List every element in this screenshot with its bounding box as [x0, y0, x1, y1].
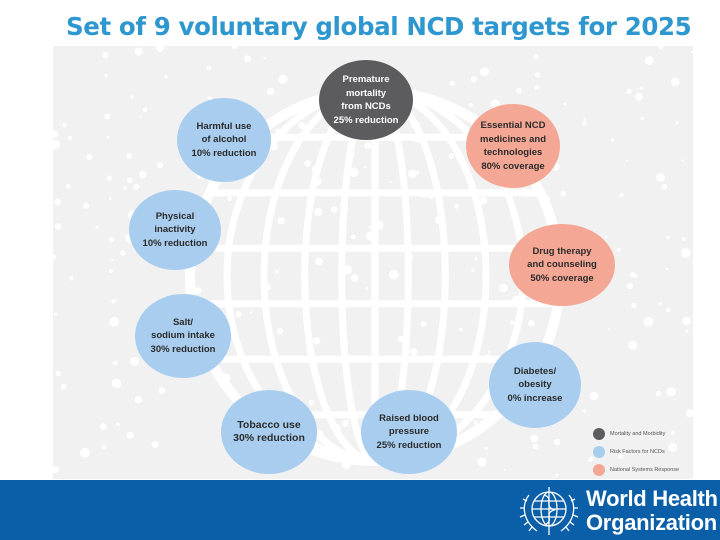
target-line: Raised blood	[379, 412, 439, 424]
legend-swatch	[593, 464, 605, 476]
legend: Mortality and Morbidity Risk Factors for…	[593, 425, 679, 479]
target-line: 0% increase	[507, 392, 563, 404]
who-logo-text: World Health Organization	[586, 487, 718, 535]
who-emblem-icon	[519, 487, 579, 535]
target-tobacco-use: Tobacco use 30% reduction	[221, 390, 317, 474]
target-physical-inactivity: Physical inactivity 10% reduction	[129, 190, 221, 270]
target-line: Harmful use	[196, 120, 252, 132]
target-line: mortality	[345, 87, 387, 99]
target-line: Premature	[342, 74, 390, 85]
page-title: Set of 9 voluntary global NCD targets fo…	[66, 12, 692, 41]
target-line: Tobacco use	[237, 418, 301, 431]
target-line: pressure	[388, 426, 430, 438]
target-line: and counseling	[527, 259, 597, 271]
target-line: technologies	[483, 147, 543, 158]
target-line: 30% reduction	[233, 432, 305, 444]
target-drug-therapy: Drug therapy and counseling 50% coverage	[509, 224, 615, 306]
target-line: inactivity	[154, 224, 196, 236]
legend-swatch	[593, 428, 605, 440]
target-salt-sodium: Salt/ sodium intake 30% reduction	[135, 294, 231, 378]
legend-swatch	[593, 446, 605, 458]
target-line: Essential NCD	[480, 120, 546, 131]
legend-label: Mortality and Morbidity	[610, 431, 666, 437]
legend-label: Risk Factors for NCDs	[610, 449, 665, 455]
target-line: 30% reduction	[150, 343, 216, 355]
target-line: 10% reduction	[191, 147, 257, 159]
target-line: from NCDs	[341, 101, 391, 112]
target-line: 80% coverage	[481, 160, 545, 172]
diagram-panel: Premature mortality from NCDs 25% reduct…	[53, 46, 693, 479]
legend-label: National Systems Response	[610, 467, 680, 473]
target-line: 50% coverage	[530, 272, 594, 284]
target-line: Physical	[155, 210, 195, 222]
target-essential-medicines: Essential NCD medicines and technologies…	[466, 104, 560, 188]
target-line: 10% reduction	[142, 237, 208, 249]
target-diabetes-obesity: Diabetes/ obesity 0% increase	[489, 342, 581, 428]
target-line: Drug therapy	[532, 245, 592, 257]
org-name-line1: World Health	[586, 486, 718, 511]
target-line: Salt/	[172, 316, 194, 328]
target-line: 25% reduction	[333, 114, 399, 126]
target-line: medicines and	[480, 133, 546, 145]
target-line: Diabetes/	[513, 365, 557, 377]
footer-bar	[0, 480, 720, 540]
legend-item-risk-factors: Risk Factors for NCDs	[593, 443, 679, 461]
legend-item-national-systems: National Systems Response	[593, 461, 679, 479]
target-line: sodium intake	[151, 330, 215, 342]
target-line: of alcohol	[201, 134, 247, 146]
target-line: obesity	[518, 379, 552, 391]
target-premature-mortality: Premature mortality from NCDs 25% reduct…	[319, 60, 413, 140]
org-name-line2: Organization	[586, 510, 717, 535]
target-line: 25% reduction	[376, 439, 442, 451]
target-harmful-alcohol: Harmful use of alcohol 10% reduction	[177, 98, 271, 182]
legend-item-mortality: Mortality and Morbidity	[593, 425, 679, 443]
target-raised-blood-pressure: Raised blood pressure 25% reduction	[361, 390, 457, 474]
